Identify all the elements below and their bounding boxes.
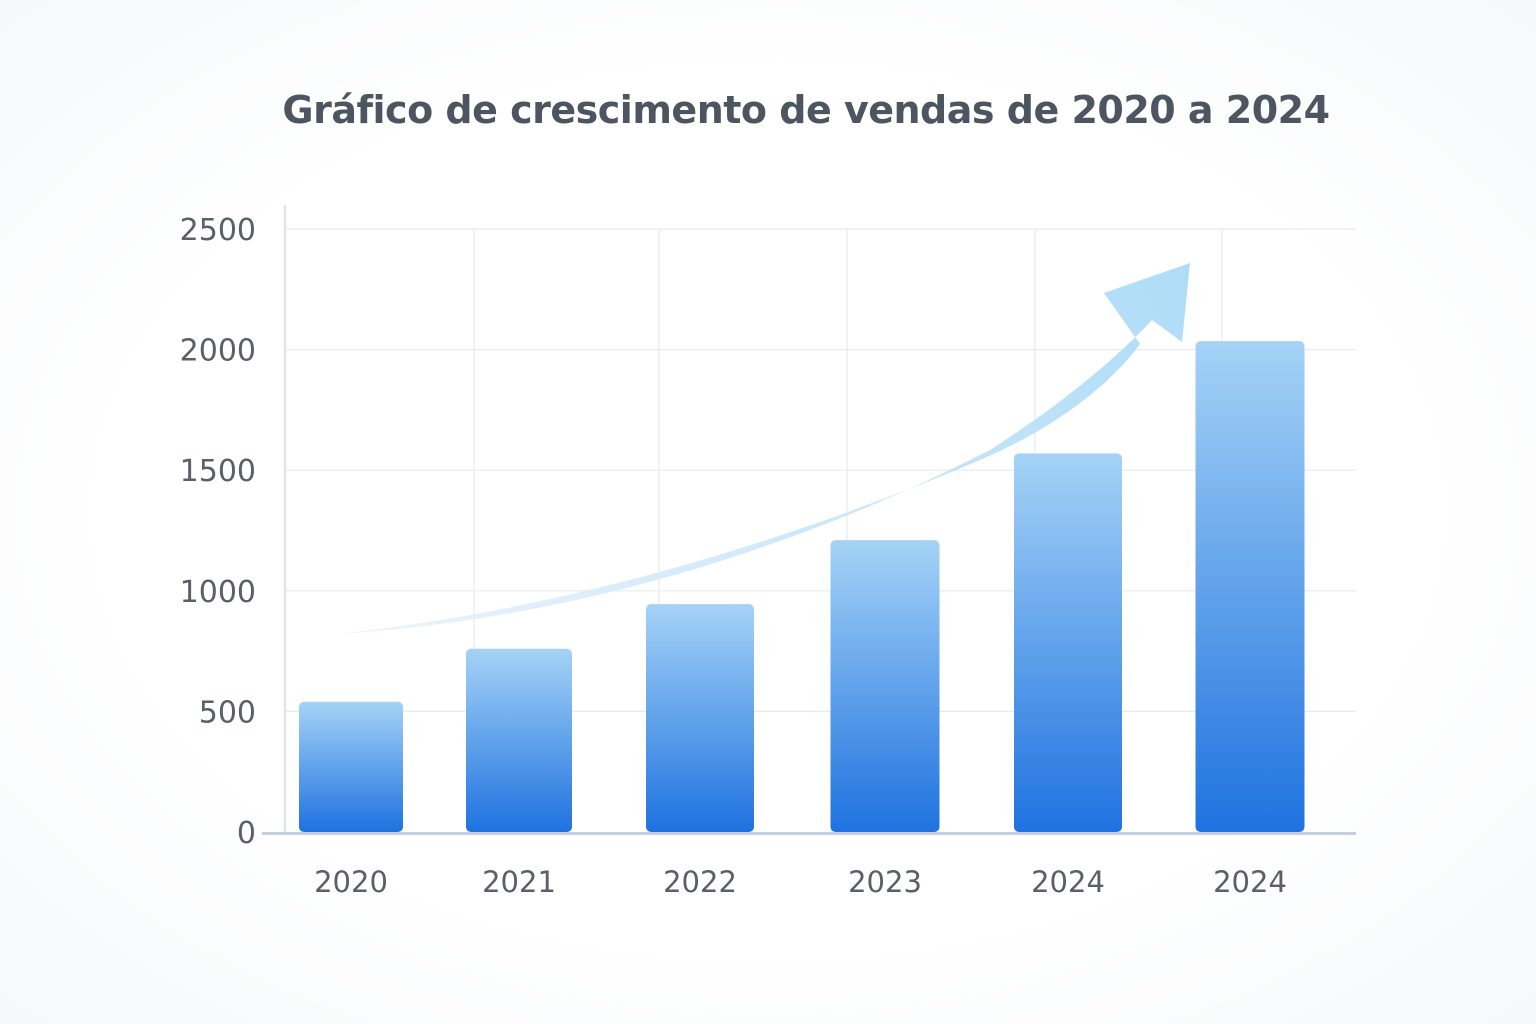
y-tick-label: 1000 <box>180 575 256 610</box>
x-tick-label: 2021 <box>482 865 556 899</box>
x-tick-labels: 2020 2021 2022 2023 2024 2024 <box>314 865 1287 899</box>
y-tick-label: 1500 <box>180 454 256 489</box>
x-tick-label: 2023 <box>848 865 922 899</box>
bar-2024-4 <box>1014 453 1122 832</box>
y-tick-label: 500 <box>199 695 256 730</box>
chart-title: Gráfico de crescimento de vendas de 2020… <box>282 88 1330 132</box>
y-tick-labels: 0 500 1000 1500 2000 2500 <box>180 213 256 851</box>
bars <box>299 341 1305 832</box>
x-tick-label: 2024 <box>1031 865 1105 899</box>
axes <box>262 205 1356 835</box>
x-tick-label: 2024 <box>1213 865 1287 899</box>
x-tick-label: 2020 <box>314 865 388 899</box>
y-tick-label: 2000 <box>180 334 256 369</box>
bar-2023-3 <box>830 540 940 832</box>
gridlines <box>285 228 1356 832</box>
y-tick-label: 0 <box>237 816 256 851</box>
bar-2020-0 <box>299 701 403 832</box>
x-tick-label: 2022 <box>663 865 737 899</box>
bar-2022-2 <box>646 604 754 832</box>
bar-2021-1 <box>466 648 572 832</box>
y-tick-label: 2500 <box>180 213 256 248</box>
bar-2024-5 <box>1195 341 1305 832</box>
